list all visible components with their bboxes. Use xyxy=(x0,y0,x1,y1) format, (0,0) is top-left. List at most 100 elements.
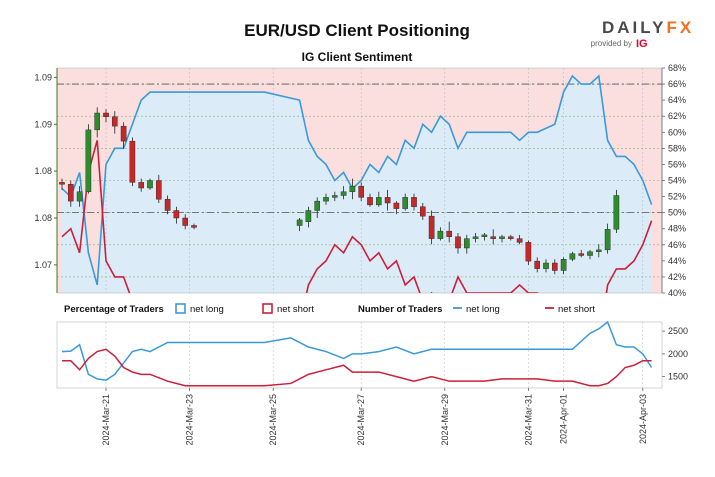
sentiment-panel: 1.09 1.09 1.08 1.08 1.07 68% 66% 64% 62% 60% 58% 5… xyxy=(34,63,686,298)
candle xyxy=(455,233,461,254)
candle-body-down xyxy=(525,242,532,262)
legend-net-short-swatch xyxy=(262,303,273,314)
candle-body-down xyxy=(138,182,145,189)
candle xyxy=(138,178,145,192)
candle-body-down xyxy=(155,180,162,200)
percent-tick-label: 66% xyxy=(668,79,686,89)
candle xyxy=(560,257,567,275)
candle xyxy=(103,109,109,123)
candle xyxy=(129,137,136,187)
net-short-pct-line xyxy=(61,140,653,293)
percent-tick-label: 62% xyxy=(668,111,686,121)
price-tick-label: 1.08 xyxy=(34,166,52,176)
price-candles xyxy=(59,107,620,275)
candle-body-up xyxy=(340,191,347,196)
candle xyxy=(155,174,162,203)
price-axis: 1.09 1.09 1.08 1.08 1.07 xyxy=(34,68,58,293)
percent-tick-label: 44% xyxy=(668,256,686,266)
percent-tick-label: 40% xyxy=(668,288,686,298)
candle xyxy=(428,210,435,245)
candle-body-down xyxy=(578,253,584,256)
candle xyxy=(472,233,479,243)
candle-body-up xyxy=(323,197,329,202)
percent-tick-label: 56% xyxy=(668,159,686,169)
candle xyxy=(111,111,118,134)
brand-name-part2: FX xyxy=(666,18,694,37)
candle-body-down xyxy=(191,225,197,228)
percent-tick-label: 52% xyxy=(668,192,686,202)
candle-body-up xyxy=(569,253,576,260)
candle xyxy=(296,218,303,232)
percent-tick-label: 54% xyxy=(668,176,686,186)
candle xyxy=(332,191,338,202)
net-long-pct-line xyxy=(61,74,653,286)
candle-body-down xyxy=(173,210,180,219)
candle-body-down xyxy=(552,262,558,271)
candle-body-up xyxy=(402,197,409,209)
count-tick-label: 2000 xyxy=(668,349,688,359)
price-tick-label: 1.07 xyxy=(34,260,52,270)
brand-name-part1: DAILY xyxy=(602,18,666,37)
count-lines xyxy=(61,320,653,387)
candle-body-down xyxy=(428,215,435,239)
candle xyxy=(516,234,523,245)
candle-body-down xyxy=(446,230,453,237)
candle xyxy=(358,182,365,202)
count-grid xyxy=(56,321,663,389)
percent-tick-label: 60% xyxy=(668,127,686,137)
count-axis: 2500 2000 1500 xyxy=(662,326,688,382)
svg-text:DAILYFX: DAILYFX xyxy=(602,18,694,37)
candle xyxy=(569,251,576,262)
candle-body-down xyxy=(164,199,171,211)
candle xyxy=(613,189,620,233)
candle xyxy=(94,107,100,138)
candle-body-up xyxy=(499,236,505,239)
candle xyxy=(604,223,611,254)
chart-title: EUR/USD Client Positioning xyxy=(244,21,470,40)
count-panel-border xyxy=(56,321,663,389)
candle xyxy=(499,234,505,243)
candle xyxy=(191,223,197,230)
candle-body-down xyxy=(411,197,417,207)
candle-body-down xyxy=(120,125,127,142)
candle xyxy=(393,201,400,215)
candle-body-down xyxy=(358,185,365,198)
candle-body-down xyxy=(384,197,391,204)
candle xyxy=(340,186,347,200)
candle xyxy=(164,195,171,215)
price-tick-label: 1.08 xyxy=(34,213,52,223)
candle xyxy=(314,197,321,218)
brand-provider: IG xyxy=(636,38,648,50)
candle-body-down xyxy=(534,260,540,269)
percent-tick-label: 48% xyxy=(668,224,686,234)
candle-body-up xyxy=(94,112,100,131)
net-long-count-line xyxy=(61,320,653,382)
legend-num-title: Number of Traders xyxy=(358,304,442,315)
candle xyxy=(490,229,497,245)
date-tick-label: 2024-Apr-03 xyxy=(638,394,648,444)
candle-body-down xyxy=(393,202,400,209)
candle-body-up xyxy=(85,129,92,192)
count-tick-label: 2500 xyxy=(668,326,688,336)
candle xyxy=(481,233,488,241)
percent-tick-label: 64% xyxy=(668,95,686,105)
candle-body-up xyxy=(76,191,83,202)
date-tick-label: 2024-Apr-01 xyxy=(559,394,569,444)
candle xyxy=(578,249,584,258)
date-tick-label: 2024-Mar-31 xyxy=(523,394,533,446)
price-tick-label: 1.09 xyxy=(34,72,52,82)
candle xyxy=(534,257,540,273)
candle-body-up xyxy=(437,230,444,239)
candle xyxy=(76,186,83,207)
candle xyxy=(411,193,417,211)
date-tick-label: 2024-Mar-27 xyxy=(356,394,366,446)
candle-body-up xyxy=(613,195,620,230)
brand-provided-by: provided by xyxy=(591,39,632,48)
candle xyxy=(587,249,593,260)
candle-body-up xyxy=(296,219,303,226)
price-tick-label: 1.09 xyxy=(34,119,52,129)
candle-body-up xyxy=(349,185,356,192)
candle xyxy=(552,259,558,275)
candle xyxy=(420,203,426,220)
